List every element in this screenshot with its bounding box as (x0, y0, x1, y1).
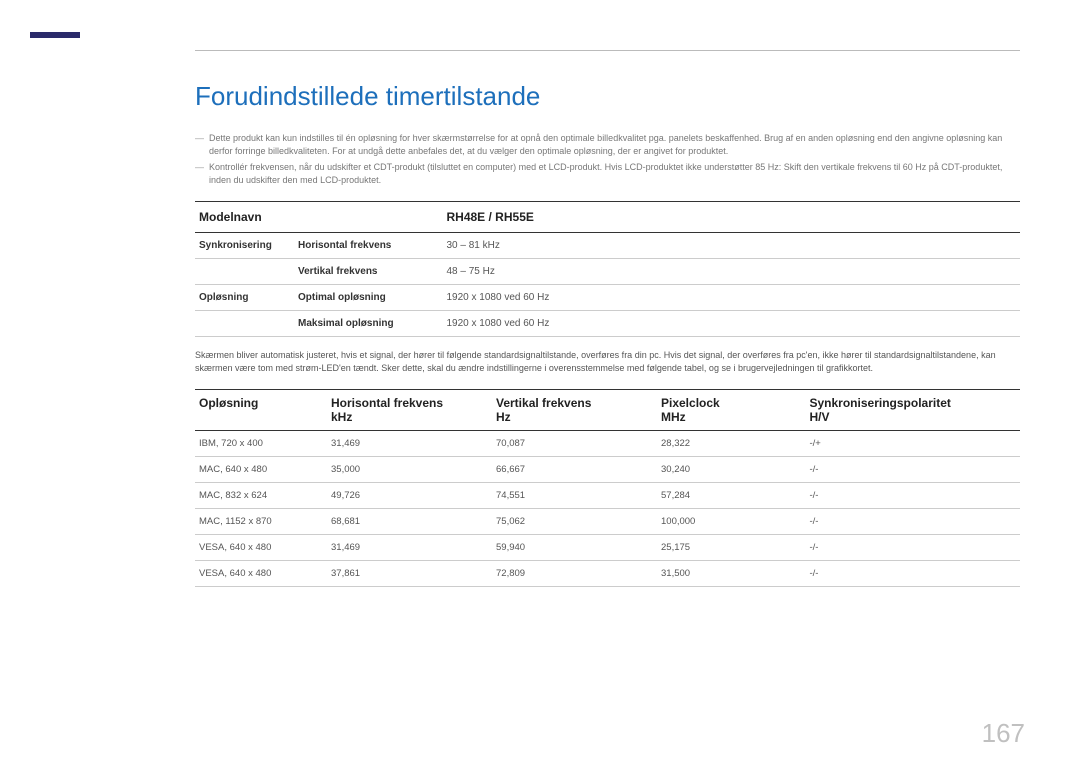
spec-group: Synkronisering (195, 233, 294, 259)
spec-value: 48 – 75 Hz (443, 259, 1021, 285)
col-title: Synkroniseringspolaritet (810, 396, 951, 410)
cell: 70,087 (492, 431, 657, 457)
spec-value: 1920 x 1080 ved 60 Hz (443, 285, 1021, 311)
spec-row: Maksimal opløsning 1920 x 1080 ved 60 Hz (195, 311, 1020, 337)
spec-col-model-value: RH48E / RH55E (443, 202, 1021, 233)
col-unit: H/V (810, 410, 1017, 424)
notes-block: Dette produkt kan kun indstilles til én … (195, 132, 1020, 187)
spec-table-header: Modelnavn RH48E / RH55E (195, 202, 1020, 233)
sidebar-accent-bar (30, 32, 80, 38)
cell: 35,000 (327, 457, 492, 483)
cell: 37,861 (327, 561, 492, 587)
cell: -/- (806, 457, 1021, 483)
spec-label: Horisontal frekvens (294, 233, 443, 259)
spec-label: Vertikal frekvens (294, 259, 443, 285)
timing-row: IBM, 720 x 400 31,469 70,087 28,322 -/+ (195, 431, 1020, 457)
timing-col-4: SynkroniseringspolaritetH/V (806, 390, 1021, 431)
cell: MAC, 832 x 624 (195, 483, 327, 509)
cell: VESA, 640 x 480 (195, 561, 327, 587)
spec-group (195, 259, 294, 285)
spec-row: Synkronisering Horisontal frekvens 30 – … (195, 233, 1020, 259)
spec-value: 30 – 81 kHz (443, 233, 1021, 259)
col-title: Pixelclock (661, 396, 720, 410)
timing-col-1: Horisontal frekvenskHz (327, 390, 492, 431)
col-unit: kHz (331, 410, 488, 424)
cell: 72,809 (492, 561, 657, 587)
timing-row: VESA, 640 x 480 31,469 59,940 25,175 -/- (195, 535, 1020, 561)
timing-row: MAC, 1152 x 870 68,681 75,062 100,000 -/… (195, 509, 1020, 535)
cell: 66,667 (492, 457, 657, 483)
top-horizontal-rule (195, 50, 1020, 51)
cell: VESA, 640 x 480 (195, 535, 327, 561)
cell: 31,469 (327, 431, 492, 457)
spec-row: Vertikal frekvens 48 – 75 Hz (195, 259, 1020, 285)
cell: 74,551 (492, 483, 657, 509)
cell: 75,062 (492, 509, 657, 535)
cell: IBM, 720 x 400 (195, 431, 327, 457)
spec-label: Optimal opløsning (294, 285, 443, 311)
timing-col-0: Opløsning (195, 390, 327, 431)
spec-value: 1920 x 1080 ved 60 Hz (443, 311, 1021, 337)
cell: -/+ (806, 431, 1021, 457)
spec-row: Opløsning Optimal opløsning 1920 x 1080 … (195, 285, 1020, 311)
cell: -/- (806, 509, 1021, 535)
cell: 59,940 (492, 535, 657, 561)
spec-group: Opløsning (195, 285, 294, 311)
spec-group (195, 311, 294, 337)
cell: 30,240 (657, 457, 806, 483)
spec-col-model-label: Modelnavn (195, 202, 443, 233)
cell: -/- (806, 535, 1021, 561)
cell: MAC, 640 x 480 (195, 457, 327, 483)
cell: 57,284 (657, 483, 806, 509)
cell: 25,175 (657, 535, 806, 561)
page-title: Forudindstillede timertilstande (195, 81, 1020, 112)
mid-paragraph: Skærmen bliver automatisk justeret, hvis… (195, 349, 1020, 375)
col-title: Opløsning (199, 396, 258, 410)
timing-table-header: Opløsning Horisontal frekvenskHz Vertika… (195, 390, 1020, 431)
spec-label: Maksimal opløsning (294, 311, 443, 337)
cell: 28,322 (657, 431, 806, 457)
timing-col-2: Vertikal frekvensHz (492, 390, 657, 431)
cell: -/- (806, 561, 1021, 587)
page-number: 167 (982, 718, 1025, 749)
timing-table: Opløsning Horisontal frekvenskHz Vertika… (195, 389, 1020, 587)
cell: 31,469 (327, 535, 492, 561)
col-title: Horisontal frekvens (331, 396, 443, 410)
timing-col-3: PixelclockMHz (657, 390, 806, 431)
page-content: Forudindstillede timertilstande Dette pr… (195, 81, 1020, 587)
note-item: Dette produkt kan kun indstilles til én … (195, 132, 1020, 158)
cell: 68,681 (327, 509, 492, 535)
note-item: Kontrollér frekvensen, når du udskifter … (195, 161, 1020, 187)
col-unit: Hz (496, 410, 653, 424)
cell: 49,726 (327, 483, 492, 509)
cell: 31,500 (657, 561, 806, 587)
cell: MAC, 1152 x 870 (195, 509, 327, 535)
cell: -/- (806, 483, 1021, 509)
col-unit: MHz (661, 410, 802, 424)
spec-table: Modelnavn RH48E / RH55E Synkronisering H… (195, 201, 1020, 337)
timing-row: VESA, 640 x 480 37,861 72,809 31,500 -/- (195, 561, 1020, 587)
cell: 100,000 (657, 509, 806, 535)
col-title: Vertikal frekvens (496, 396, 591, 410)
timing-row: MAC, 832 x 624 49,726 74,551 57,284 -/- (195, 483, 1020, 509)
timing-row: MAC, 640 x 480 35,000 66,667 30,240 -/- (195, 457, 1020, 483)
